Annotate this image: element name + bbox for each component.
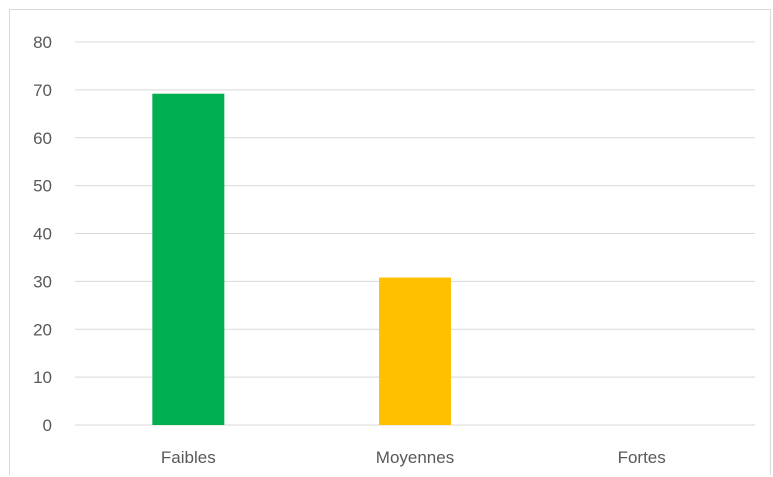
y-tick-label: 40 xyxy=(33,225,52,244)
bars xyxy=(152,93,451,425)
y-tick-label: 0 xyxy=(43,416,52,435)
x-axis-ticks: Faibles Moyennes Fortes xyxy=(161,448,666,467)
y-tick-label: 70 xyxy=(33,81,52,100)
y-tick-label: 50 xyxy=(33,177,52,196)
y-tick-label: 60 xyxy=(33,129,52,148)
y-tick-label: 30 xyxy=(33,272,52,291)
y-axis-ticks: 0 10 20 30 40 50 60 70 80 xyxy=(33,33,52,435)
x-tick-label: Faibles xyxy=(161,448,216,467)
x-tick-label: Moyennes xyxy=(376,448,454,467)
x-tick-label: Fortes xyxy=(618,448,666,467)
bar-moyennes xyxy=(379,277,451,425)
y-tick-label: 10 xyxy=(33,368,52,387)
y-tick-label: 80 xyxy=(33,33,52,52)
y-tick-label: 20 xyxy=(33,320,52,339)
bar-faibles xyxy=(152,93,225,425)
